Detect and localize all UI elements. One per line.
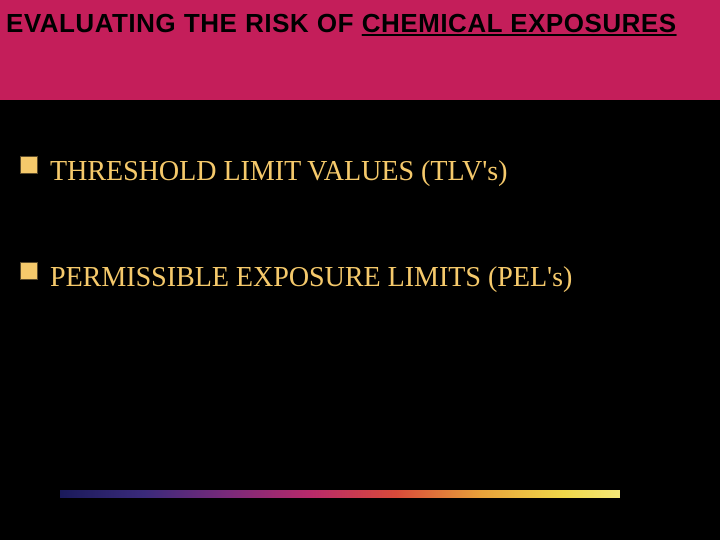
bullet-text: THRESHOLD LIMIT VALUES (TLV's) <box>50 148 507 196</box>
content-area: THRESHOLD LIMIT VALUES (TLV's) PERMISSIB… <box>0 100 720 301</box>
bullet-square-icon <box>20 262 38 280</box>
title-bar: EVALUATING THE RISK OF CHEMICAL EXPOSURE… <box>0 0 720 100</box>
footer-gradient-stripe <box>60 490 620 498</box>
bullet-text: PERMISSIBLE EXPOSURE LIMITS (PEL's) <box>50 254 572 302</box>
title-underlined: CHEMICAL EXPOSURES <box>362 8 677 38</box>
bullet-item: THRESHOLD LIMIT VALUES (TLV's) <box>20 148 700 196</box>
title-prefix: EVALUATING THE RISK OF <box>6 8 362 38</box>
bullet-item: PERMISSIBLE EXPOSURE LIMITS (PEL's) <box>20 254 700 302</box>
slide-title: EVALUATING THE RISK OF CHEMICAL EXPOSURE… <box>6 8 677 39</box>
bullet-square-icon <box>20 156 38 174</box>
